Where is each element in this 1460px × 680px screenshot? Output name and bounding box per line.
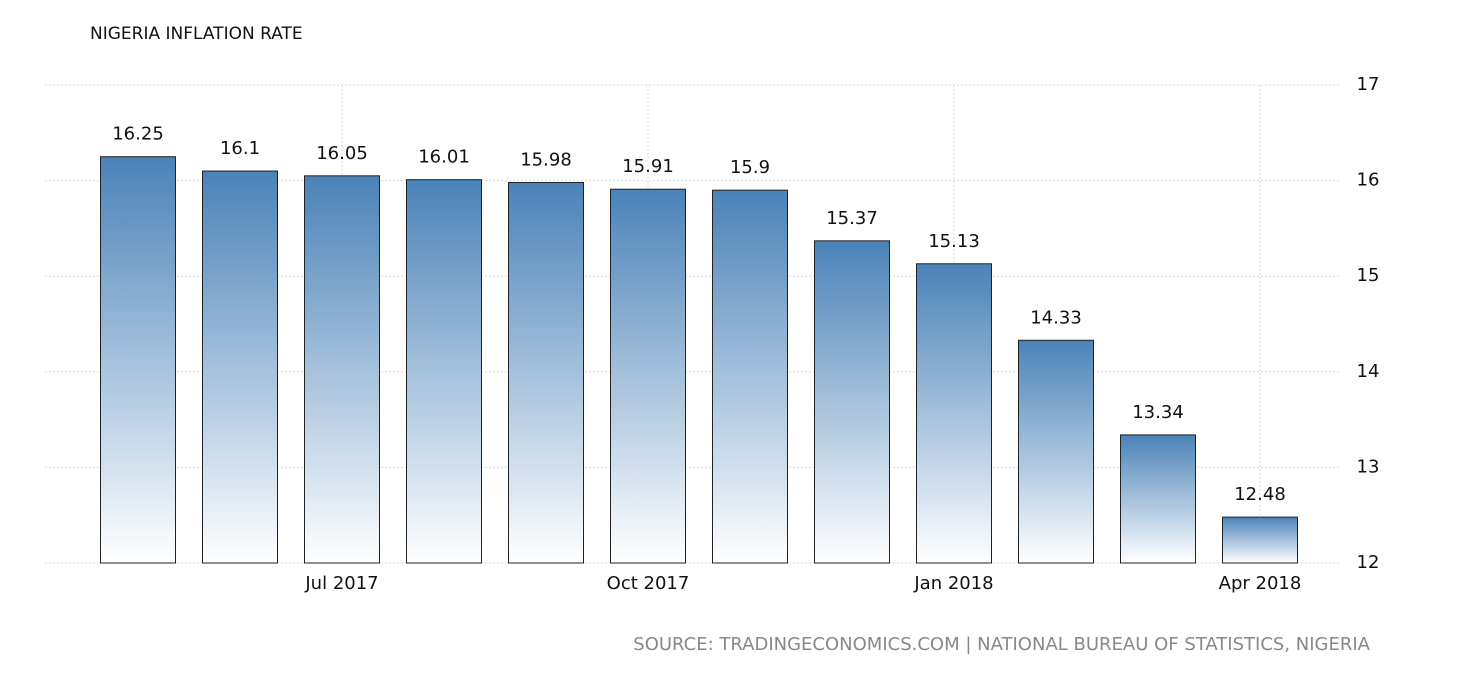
y-tick-label: 16 — [1357, 170, 1380, 191]
bar — [712, 189, 788, 564]
chart-title: NIGERIA INFLATION RATE — [90, 24, 303, 44]
value-label: 16.01 — [418, 147, 470, 168]
bar — [1222, 516, 1298, 564]
value-label: 16.25 — [112, 124, 164, 145]
y-tick-label: 14 — [1357, 361, 1380, 382]
bar — [1018, 339, 1094, 564]
x-tick-label: Oct 2017 — [607, 573, 690, 594]
bar — [814, 240, 890, 564]
value-label: 15.91 — [622, 156, 674, 177]
y-tick-label: 15 — [1357, 265, 1380, 286]
value-label: 13.34 — [1132, 402, 1184, 423]
x-tick-label: Apr 2018 — [1219, 573, 1302, 594]
y-tick-label: 13 — [1357, 456, 1380, 477]
value-label: 16.1 — [220, 138, 260, 159]
bar — [1120, 434, 1196, 564]
bar — [100, 156, 176, 564]
value-label: 12.48 — [1234, 484, 1286, 505]
bar — [406, 179, 482, 564]
value-label: 15.98 — [520, 150, 572, 171]
value-label: 15.9 — [730, 157, 770, 178]
bar — [916, 263, 992, 564]
bar — [610, 188, 686, 564]
source: SOURCE: TRADINGECONOMICS.COM | NATIONAL … — [633, 634, 1370, 655]
value-label: 14.33 — [1030, 307, 1082, 328]
y-tick-label: 12 — [1357, 552, 1380, 573]
bar — [202, 170, 278, 564]
y-tick-label: 17 — [1357, 74, 1380, 95]
value-label: 16.05 — [316, 143, 368, 164]
bar — [508, 182, 584, 564]
value-label: 15.37 — [826, 208, 878, 229]
x-tick-label: Jan 2018 — [913, 573, 993, 594]
x-tick-label: Jul 2017 — [304, 573, 378, 594]
value-label: 15.13 — [928, 231, 980, 252]
bar — [304, 175, 380, 564]
